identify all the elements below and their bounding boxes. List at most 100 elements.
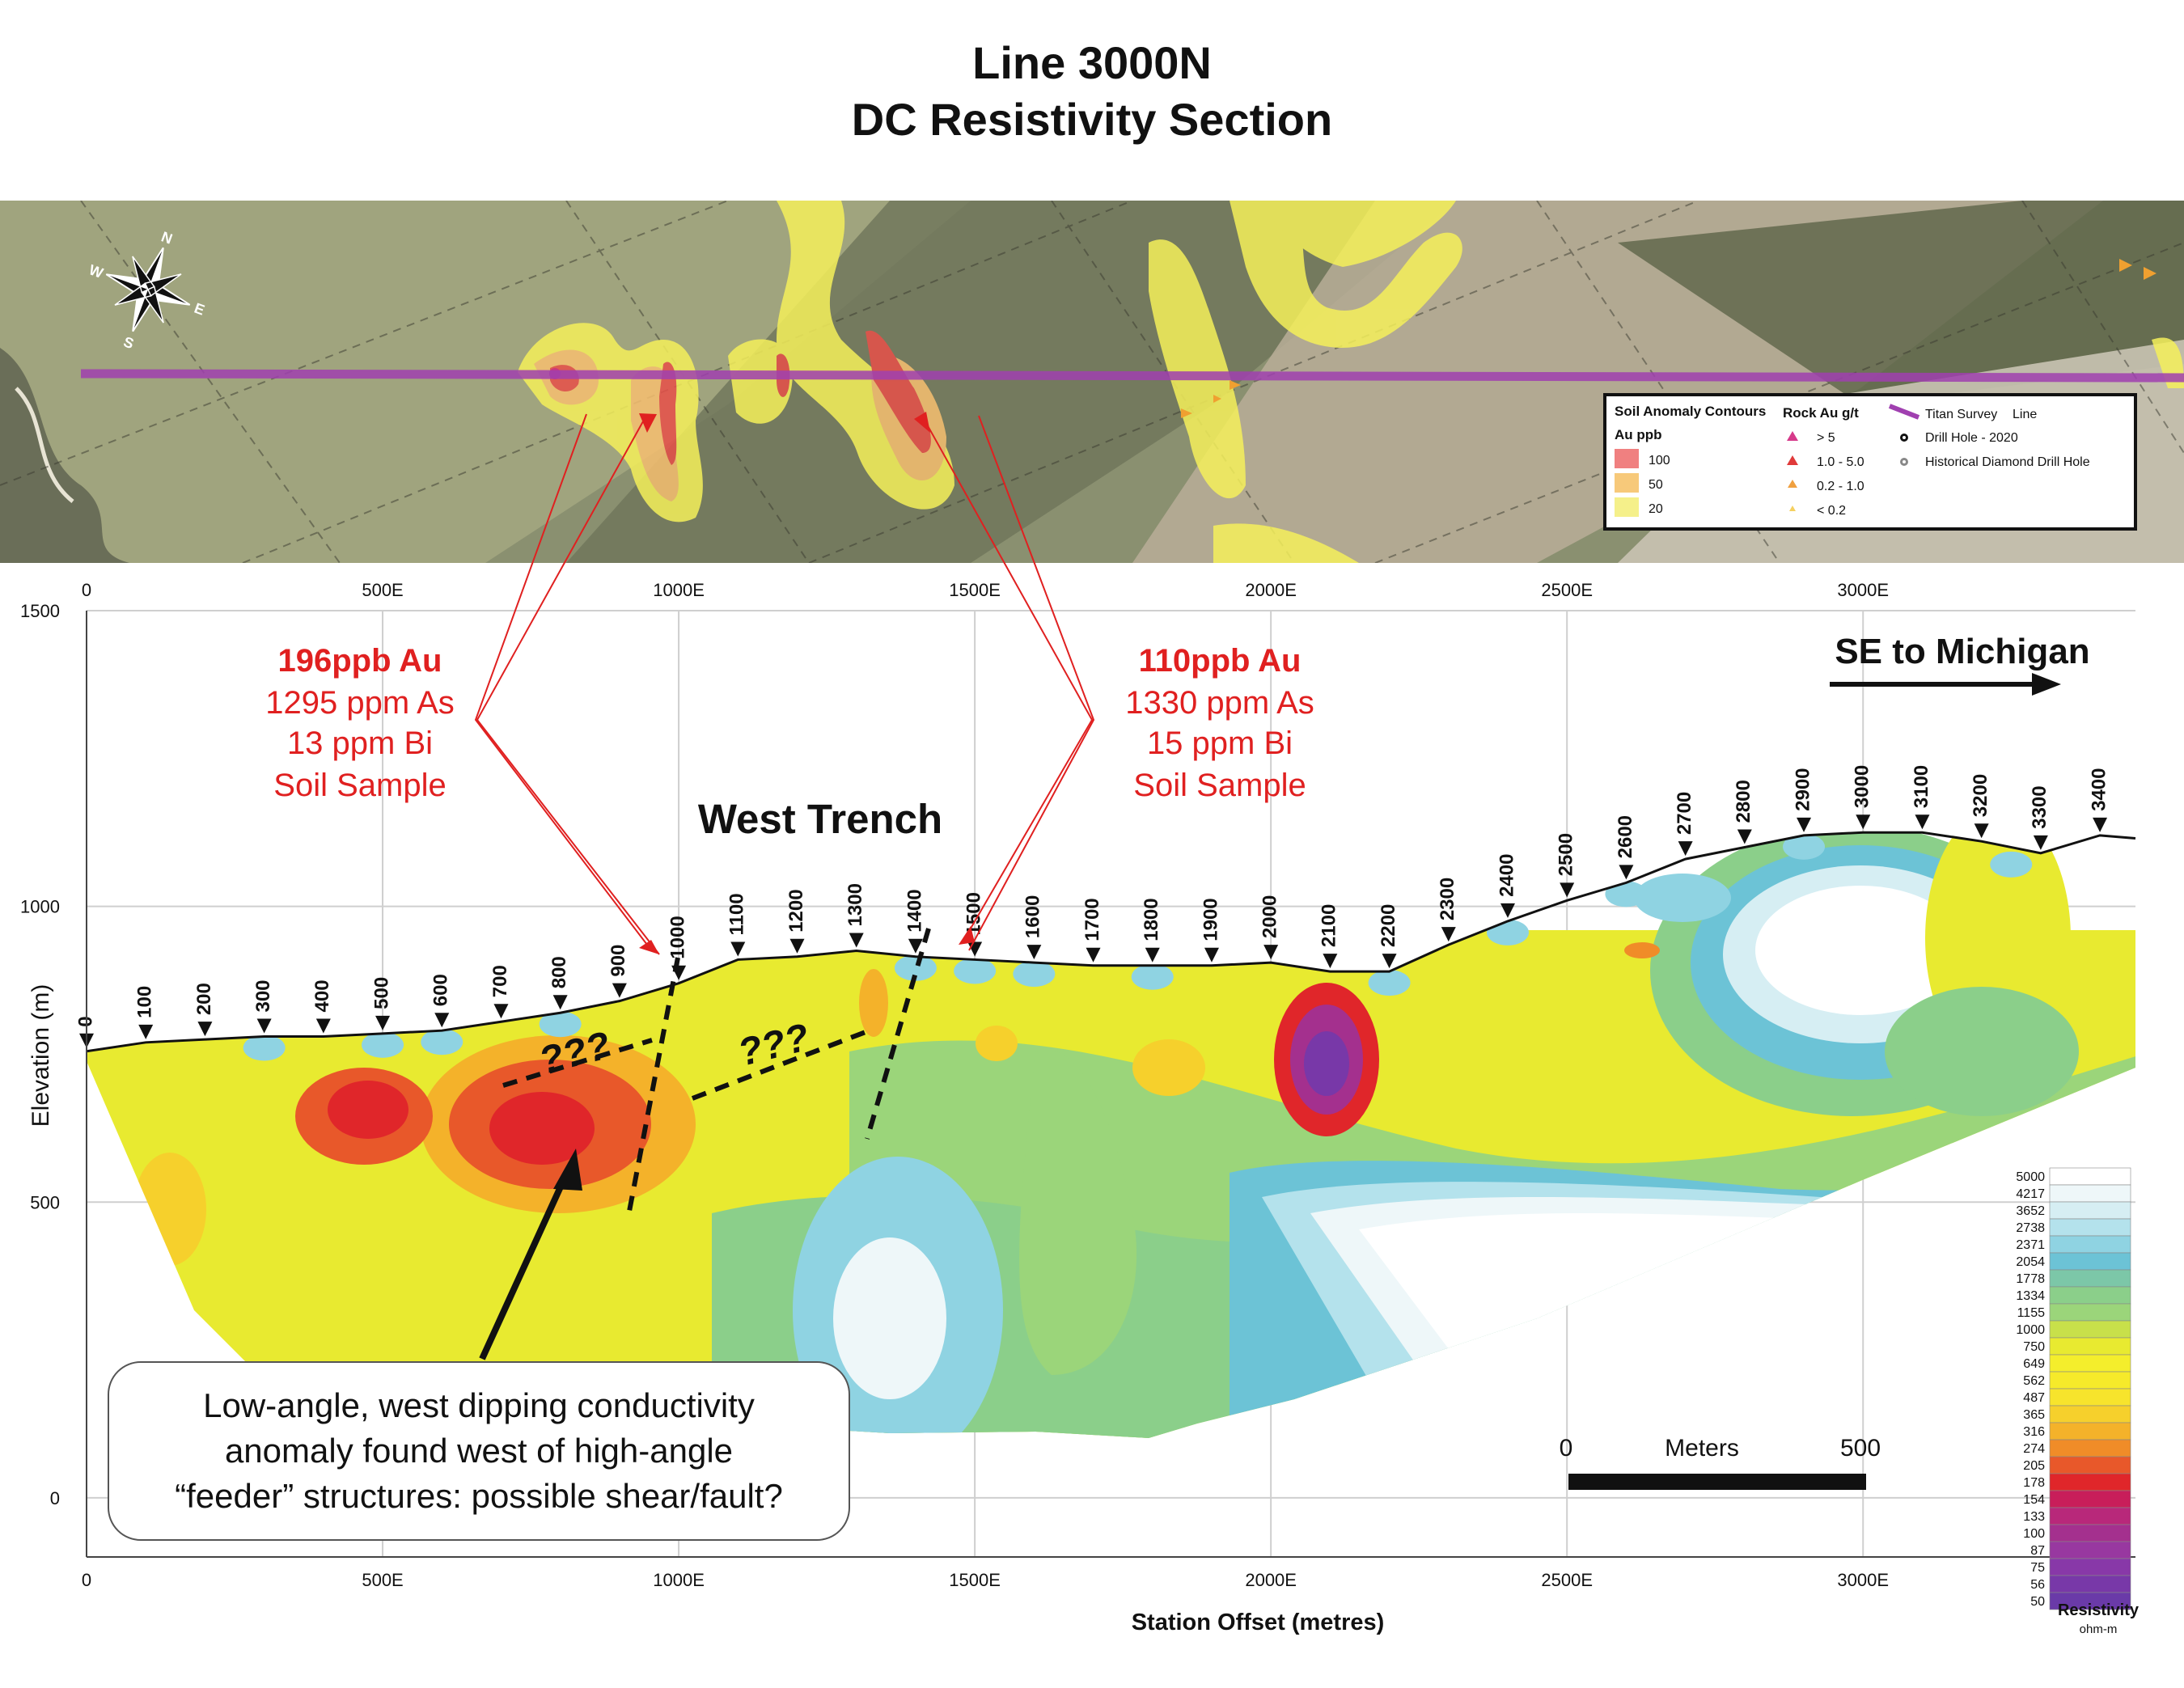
station-label-3200: 3200: [1970, 774, 1991, 817]
station-label-400: 400: [311, 979, 333, 1012]
station-marker-1900: [1204, 947, 1219, 962]
station-marker-400: [315, 1018, 331, 1034]
soil-swatch-50: [1615, 473, 1639, 493]
resistivity-zone-13: [1755, 886, 1966, 1015]
colorbar-swatch-562: [2049, 1371, 2131, 1390]
colorbar-swatch-87: [2049, 1541, 2131, 1559]
resistivity-zone-25: [1304, 1031, 1349, 1096]
callout-pointer: [479, 1173, 569, 1360]
surface-anomaly-2: [421, 1029, 463, 1056]
station-label-3000: 3000: [1852, 765, 1873, 808]
figure-subtitle: DC Resistivity Section: [852, 94, 1332, 145]
rock-label-1: > 5: [1817, 431, 1835, 445]
colorbar-level-133: 133: [2023, 1510, 2045, 1524]
station-marker-1800: [1145, 947, 1160, 962]
colorbar-swatch-750: [2049, 1337, 2131, 1356]
colorbar-swatch-2738: [2049, 1218, 2131, 1237]
station-label-3300: 3300: [2029, 785, 2051, 828]
colorbar-level-365: 365: [2023, 1408, 2045, 1422]
y-tick-0: 0: [50, 1488, 60, 1508]
station-marker-900: [612, 983, 627, 998]
x-axis-label: Station Offset (metres): [1132, 1610, 1385, 1635]
station-marker-2000: [1263, 945, 1279, 960]
station-marker-3100: [1915, 814, 1930, 830]
colorbar-level-2054: 2054: [2016, 1255, 2045, 1269]
station-label-2100: 2100: [1318, 904, 1340, 947]
y-ticks: 0 500 1000 1500: [20, 601, 60, 1508]
colorbar-level-750: 750: [2023, 1340, 2045, 1354]
station-label-2400: 2400: [1496, 854, 1517, 897]
station-marker-700: [493, 1004, 509, 1019]
surface-anomaly-5: [954, 958, 997, 984]
station-label-300: 300: [252, 979, 274, 1012]
station-marker-2700: [1678, 841, 1693, 857]
soil-unit: Au ppb: [1615, 427, 1662, 442]
station-label-2200: 2200: [1378, 904, 1399, 947]
survey-line-label-a: Titan Survey: [1925, 408, 1997, 421]
colorbar-level-1778: 1778: [2016, 1272, 2045, 1286]
west-trench-label: West Trench: [698, 796, 942, 842]
compass-n: N: [159, 228, 175, 247]
surface-anomaly-3: [539, 1011, 582, 1038]
station-label-700: 700: [489, 965, 511, 997]
station-label-1100: 1100: [726, 893, 748, 935]
left-sample-as: 1295 ppm As: [265, 685, 455, 721]
colorbar-swatch-649: [2049, 1354, 2131, 1373]
colorbar-swatch-1778: [2049, 1269, 2131, 1288]
station-marker-1100: [730, 941, 746, 957]
x-tick-top-0: 0: [82, 580, 91, 600]
x-tick-bottom-3: 1500E: [949, 1570, 1001, 1590]
colorbar-level-56: 56: [2030, 1578, 2045, 1592]
station-label-500: 500: [370, 977, 392, 1009]
station-marker-800: [552, 995, 568, 1010]
resistivity-zone-15: [1885, 987, 2079, 1116]
colorbar-swatch-1334: [2049, 1286, 2131, 1305]
colorbar-level-3652: 3652: [2016, 1204, 2045, 1218]
station-marker-1700: [1086, 947, 1101, 962]
right-sample-bi: 15 ppm Bi: [1147, 726, 1293, 761]
station-label-900: 900: [607, 945, 629, 977]
colorbar-level-649: 649: [2023, 1357, 2045, 1371]
station-marker-2300: [1441, 927, 1456, 942]
station-label-1400: 1400: [904, 889, 925, 932]
colorbar-level-562: 562: [2023, 1374, 2045, 1388]
survey-line: [80, 369, 2184, 383]
station-label-1200: 1200: [785, 889, 807, 932]
colorbar-level-87: 87: [2030, 1544, 2045, 1558]
station-label-1800: 1800: [1141, 898, 1162, 941]
left-sample-type: Soil Sample: [273, 768, 446, 803]
colorbar-level-2738: 2738: [2016, 1221, 2045, 1235]
station-label-1000: 1000: [667, 916, 688, 958]
colorbar-level-75: 75: [2030, 1561, 2045, 1575]
x-tick-bottom-2: 1000E: [653, 1570, 705, 1590]
colorbar-swatch-56: [2049, 1575, 2131, 1593]
station-label-100: 100: [134, 986, 156, 1018]
station-marker-2600: [1619, 865, 1634, 880]
resistivity-zone-21: [328, 1081, 408, 1139]
colorbar-level-2371: 2371: [2016, 1238, 2045, 1252]
surface-anomaly-9: [1486, 919, 1529, 946]
station-label-1600: 1600: [1022, 895, 1044, 938]
soil-swatch-100: [1615, 449, 1639, 468]
station-label-200: 200: [193, 983, 215, 1015]
colorbar-level-5000: 5000: [2016, 1170, 2045, 1184]
colorbar-swatch-100: [2049, 1524, 2131, 1542]
station-marker-1400: [908, 938, 923, 954]
x-tick-bottom-1: 500E: [362, 1570, 403, 1590]
station-marker-3200: [1974, 823, 1989, 839]
survey-line-label-b: Line: [2013, 408, 2037, 421]
colorbar-swatch-2371: [2049, 1235, 2131, 1254]
resistivity-zone-27: [976, 1026, 1018, 1061]
x-tick-bottom-5: 2500E: [1541, 1570, 1593, 1590]
station-label-2000: 2000: [1259, 895, 1281, 938]
x-tick-top-2: 1000E: [653, 580, 705, 600]
colorbar-level-154: 154: [2023, 1493, 2045, 1507]
callout-line-3: “feeder” structures: possible shear/faul…: [175, 1477, 783, 1515]
map-legend: Soil Anomaly Contours Au ppb 100 50 20 R…: [1603, 393, 2137, 531]
surface-anomaly-8: [1368, 970, 1411, 996]
colorbar-level-50: 50: [2030, 1595, 2045, 1609]
surface-anomaly-4: [894, 954, 937, 981]
rock-label-3: 0.2 - 1.0: [1817, 480, 1864, 493]
station-label-1300: 1300: [844, 883, 866, 926]
colorbar-swatch-50: [2049, 1592, 2131, 1610]
